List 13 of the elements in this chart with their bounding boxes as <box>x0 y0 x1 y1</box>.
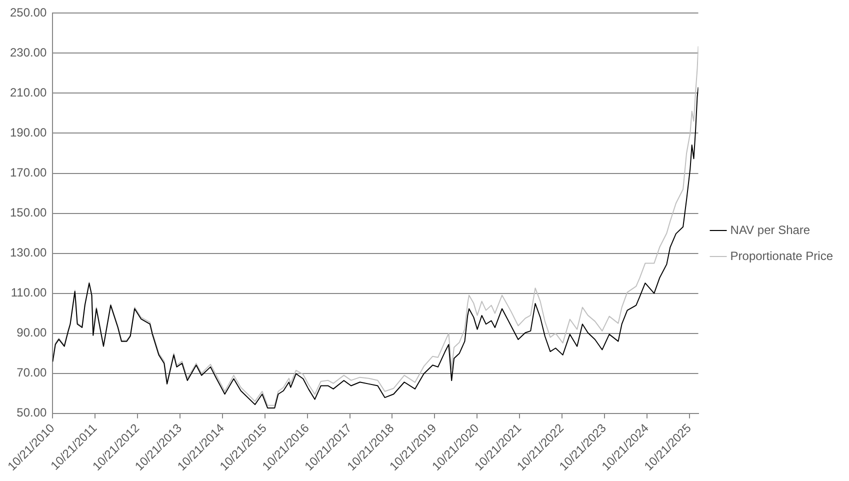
legend-label: Proportionate Price <box>730 248 834 263</box>
y-tick-label: 250.00 <box>10 6 48 20</box>
y-tick-label: 50.00 <box>16 406 48 420</box>
y-tick-label: 90.00 <box>16 326 48 340</box>
y-tick-label: 150.00 <box>10 206 48 220</box>
y-tick-label: 70.00 <box>16 366 48 380</box>
y-tick-label: 110.00 <box>10 286 48 300</box>
y-tick-label: 210.00 <box>10 86 48 100</box>
y-tick-label: 190.00 <box>10 126 48 140</box>
legend-label: NAV per Share <box>730 222 810 237</box>
y-tick-label: 130.00 <box>10 246 48 260</box>
y-tick-label: 170.00 <box>10 166 48 180</box>
y-tick-label: 230.00 <box>10 46 48 60</box>
